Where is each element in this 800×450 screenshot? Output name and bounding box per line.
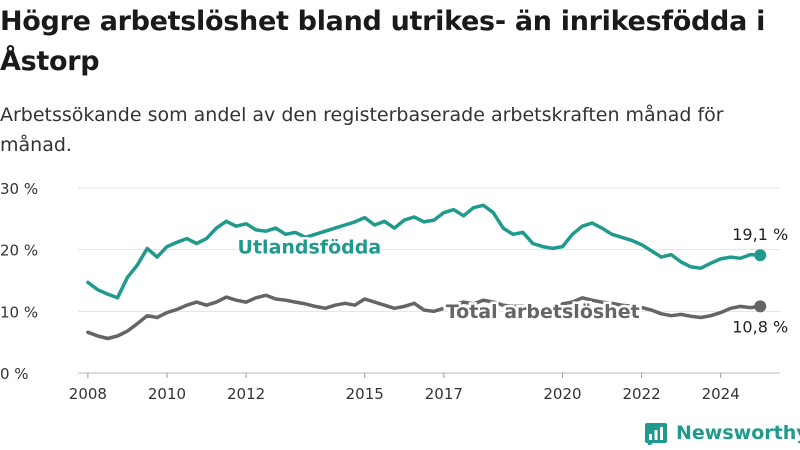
newsworthy-logo-text: Newsworthy: [676, 422, 800, 444]
x-tick-label: 2012: [227, 385, 265, 403]
series-name-label: Total arbetslöshet: [446, 301, 640, 323]
y-tick-label: 0 %: [0, 365, 29, 383]
series-end-point: [754, 249, 767, 262]
y-tick-label: 10 %: [0, 303, 38, 321]
chart-subtitle: Arbetssökande som andel av den registerb…: [0, 104, 724, 156]
x-tick-label: 2017: [425, 385, 463, 403]
series-name-label: Utlandsfödda: [238, 236, 382, 258]
newsworthy-logo-icon: [645, 423, 667, 445]
series-line: [86, 203, 762, 300]
series-end-label: 19,1 %: [732, 225, 788, 244]
x-tick-label: 2024: [702, 385, 740, 403]
chart-title: Högre arbetslöshet bland utrikes- än inr…: [0, 6, 766, 77]
x-tick-label: 2020: [543, 385, 581, 403]
x-tick-label: 2008: [69, 385, 107, 403]
y-tick-label: 20 %: [0, 242, 38, 260]
x-tick-label: 2010: [148, 385, 186, 403]
series-end-point: [754, 300, 767, 313]
series-end-label: 10,8 %: [732, 317, 788, 336]
x-tick-label: 2022: [622, 385, 660, 403]
line-chart: 0 % 10 % 20 % 30 % 2008 2010 2012 2015 2017 2020 2…: [0, 180, 788, 403]
y-tick-label: 30 %: [0, 180, 38, 198]
newsworthy-logo: Newsworthy: [644, 420, 800, 446]
series-line: [86, 293, 762, 341]
x-tick-label: 2015: [346, 385, 384, 403]
